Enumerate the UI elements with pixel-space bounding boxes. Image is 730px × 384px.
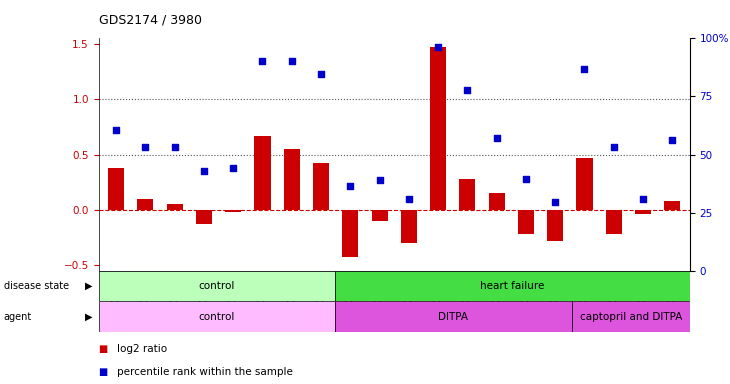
Point	[286, 58, 298, 64]
Point	[315, 71, 327, 77]
Bar	[99, 301, 335, 332]
Point	[666, 137, 678, 143]
Point	[491, 135, 502, 141]
Bar	[635, 210, 651, 214]
Text: percentile rank within the sample: percentile rank within the sample	[117, 367, 293, 377]
Point	[637, 196, 649, 202]
Bar	[548, 210, 564, 241]
Point	[520, 176, 531, 182]
Bar	[459, 179, 475, 210]
Bar	[572, 301, 690, 332]
Point	[257, 58, 269, 64]
Point	[579, 66, 591, 73]
Point	[198, 168, 210, 174]
Text: heart failure: heart failure	[480, 281, 545, 291]
Text: GDS2174 / 3980: GDS2174 / 3980	[99, 13, 201, 26]
Bar	[342, 210, 358, 257]
Text: control: control	[199, 312, 235, 322]
Text: agent: agent	[4, 312, 32, 322]
Point	[169, 144, 180, 150]
Point	[110, 127, 122, 133]
Point	[227, 165, 239, 171]
Bar	[335, 301, 572, 332]
Point	[345, 182, 356, 189]
Bar	[577, 158, 593, 210]
Point	[550, 199, 561, 205]
Bar	[137, 199, 153, 210]
Text: DITPA: DITPA	[438, 312, 469, 322]
Bar	[313, 164, 329, 210]
Text: ▶: ▶	[85, 312, 93, 322]
Bar	[284, 149, 300, 210]
Text: ▶: ▶	[85, 281, 93, 291]
Bar	[225, 210, 241, 212]
Bar	[401, 210, 417, 243]
Bar	[372, 210, 388, 221]
Point	[139, 144, 151, 150]
Point	[608, 144, 620, 150]
Point	[461, 87, 473, 93]
Text: log2 ratio: log2 ratio	[117, 344, 167, 354]
Bar	[108, 168, 124, 210]
Bar	[166, 204, 182, 210]
Text: control: control	[199, 281, 235, 291]
Bar	[99, 271, 335, 301]
Bar	[430, 47, 446, 210]
Point	[432, 44, 444, 50]
Point	[403, 196, 415, 202]
Bar	[255, 136, 271, 210]
Text: disease state: disease state	[4, 281, 69, 291]
Bar	[488, 193, 504, 210]
Bar	[335, 271, 690, 301]
Point	[374, 177, 385, 183]
Text: ■: ■	[99, 367, 108, 377]
Bar	[196, 210, 212, 224]
Text: captopril and DITPA: captopril and DITPA	[580, 312, 682, 322]
Bar	[606, 210, 622, 234]
Text: ■: ■	[99, 344, 108, 354]
Bar	[518, 210, 534, 234]
Bar	[664, 201, 680, 210]
